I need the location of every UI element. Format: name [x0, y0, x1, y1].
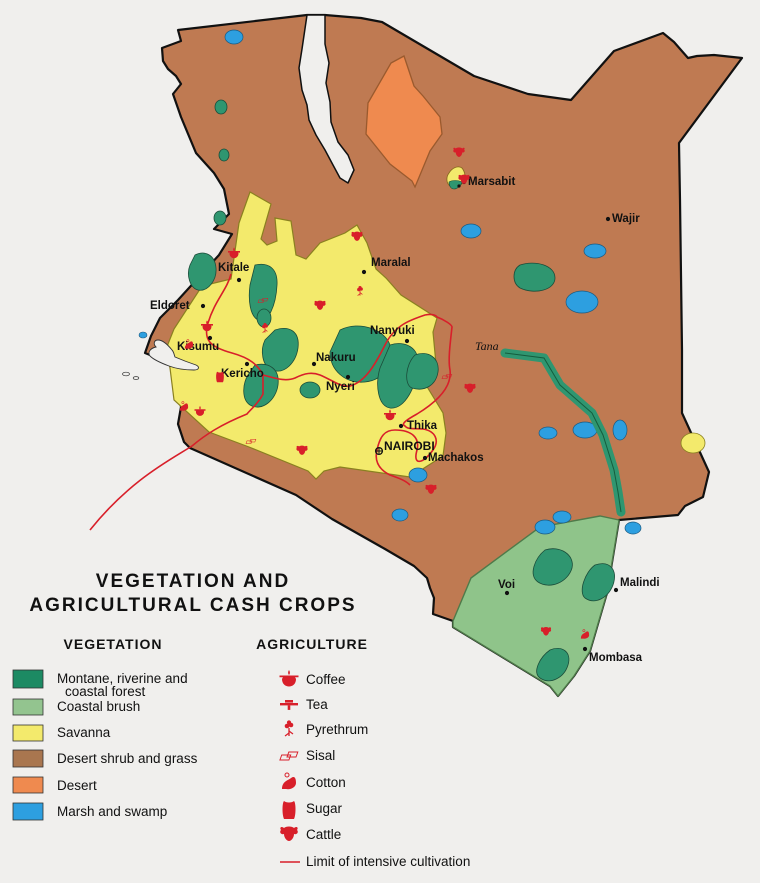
svg-text:Maralal: Maralal [371, 257, 411, 269]
svg-text:Sugar: Sugar [306, 801, 343, 816]
svg-text:VEGETATION AND: VEGETATION AND [96, 571, 290, 592]
svg-text:Limit of intensive cultivation: Limit of intensive cultivation [306, 854, 470, 869]
svg-text:Nanyuki: Nanyuki [370, 325, 415, 337]
svg-text:Coastal brush: Coastal brush [57, 699, 140, 714]
svg-text:Voi: Voi [498, 579, 515, 591]
svg-text:Machakos: Machakos [428, 452, 484, 464]
svg-text:Tana: Tana [475, 339, 499, 353]
svg-text:Tea: Tea [306, 697, 328, 712]
svg-text:VEGETATION: VEGETATION [64, 636, 163, 652]
svg-text:AGRICULTURE: AGRICULTURE [256, 636, 368, 652]
svg-text:Marsh and swamp: Marsh and swamp [57, 804, 167, 819]
svg-text:coastal forest: coastal forest [65, 684, 146, 699]
svg-text:Desert: Desert [57, 778, 97, 793]
svg-text:Thika: Thika [407, 420, 438, 432]
svg-text:Marsabit: Marsabit [468, 176, 515, 188]
svg-text:Kericho: Kericho [221, 368, 264, 380]
svg-text:NAIROBI: NAIROBI [384, 439, 435, 453]
svg-text:AGRICULTURAL CASH CROPS: AGRICULTURAL CASH CROPS [29, 595, 356, 616]
svg-text:Eldoret: Eldoret [150, 300, 190, 312]
svg-text:Kitale: Kitale [218, 262, 249, 274]
svg-text:Pyrethrum: Pyrethrum [306, 722, 368, 737]
svg-text:Nakuru: Nakuru [316, 352, 356, 364]
svg-text:Savanna: Savanna [57, 725, 111, 740]
svg-text:Kisumu: Kisumu [177, 341, 219, 353]
svg-text:Desert shrub and grass: Desert shrub and grass [57, 751, 198, 766]
svg-text:Sisal: Sisal [306, 748, 335, 763]
svg-text:Cattle: Cattle [306, 827, 341, 842]
svg-text:Nyeri: Nyeri [326, 381, 355, 393]
svg-text:Cotton: Cotton [306, 775, 346, 790]
svg-text:Malindi: Malindi [620, 577, 660, 589]
svg-text:Wajir: Wajir [612, 213, 640, 225]
svg-text:Coffee: Coffee [306, 672, 346, 687]
svg-text:Mombasa: Mombasa [589, 652, 643, 664]
